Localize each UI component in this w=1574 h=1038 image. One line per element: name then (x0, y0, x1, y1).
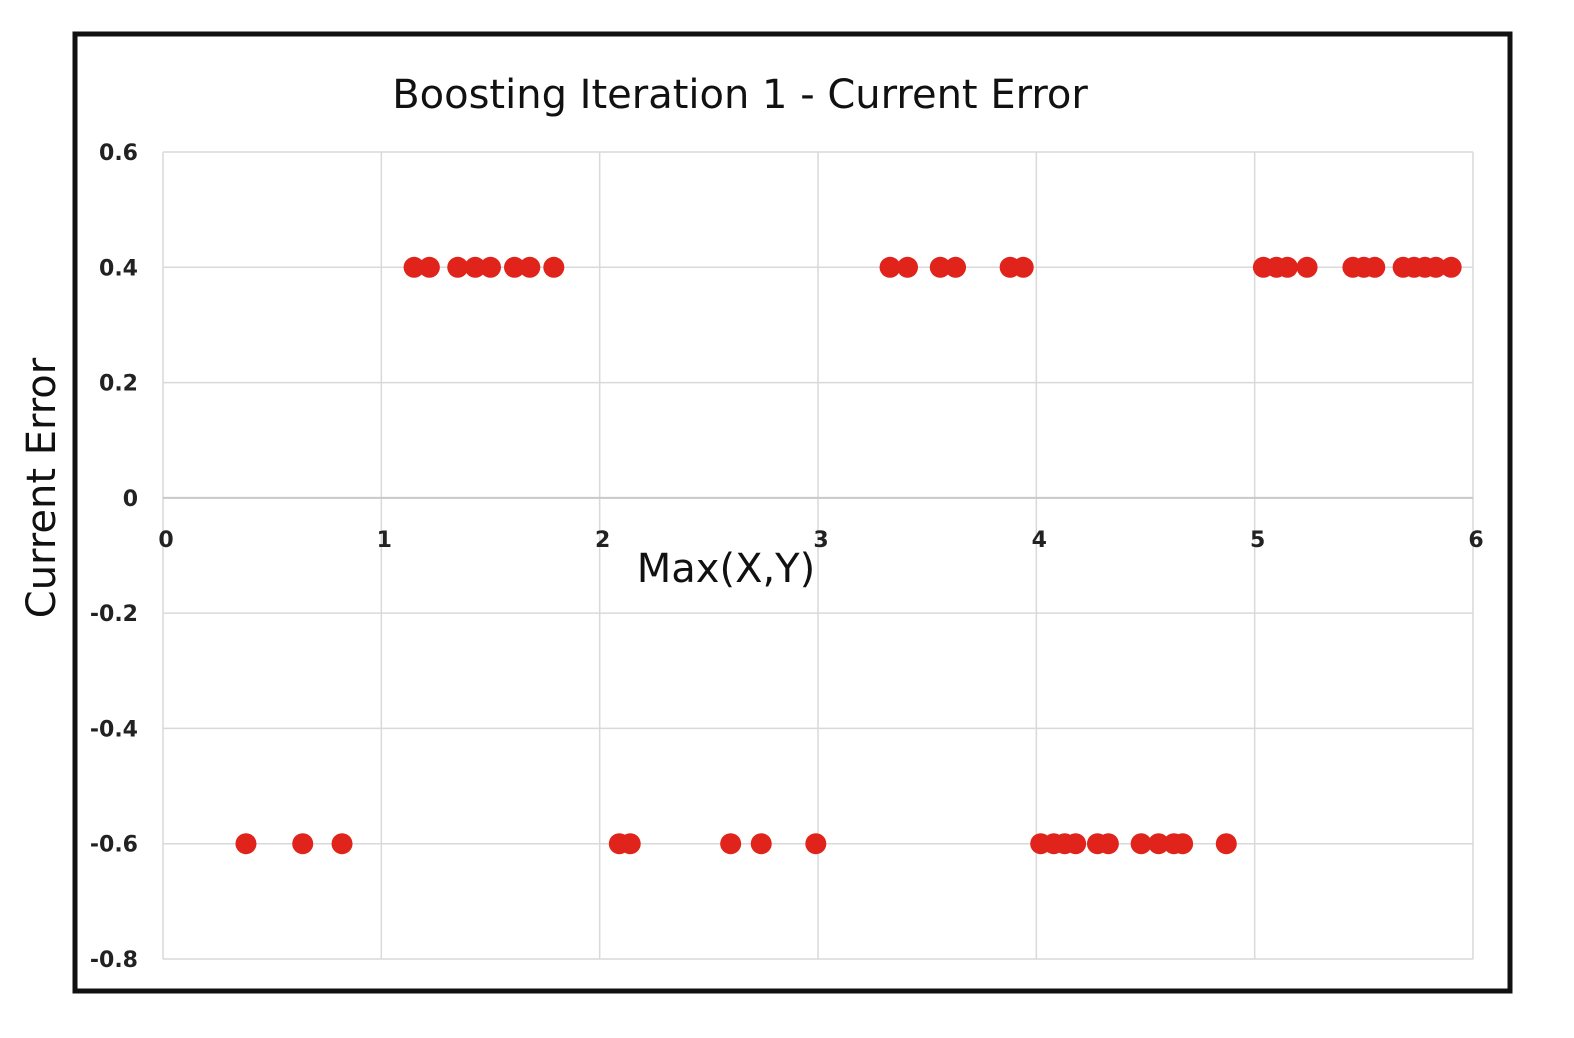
x-tick-label: 0 (158, 528, 173, 553)
data-point (403, 256, 425, 278)
data-point (1172, 833, 1194, 855)
data-point (1012, 256, 1034, 278)
y-tick-label: 0.6 (99, 141, 138, 166)
data-points (235, 256, 1462, 855)
data-point (331, 833, 353, 855)
data-point (720, 833, 742, 855)
x-tick-label: 6 (1468, 528, 1483, 553)
data-point (464, 256, 486, 278)
y-tick-label: 0 (123, 487, 138, 512)
y-axis-label: Current Error (19, 357, 65, 618)
data-point (1065, 833, 1087, 855)
x-tick-label: 1 (377, 528, 392, 553)
tick-labels: 0 1 2 3 4 5 6 0.6 0.4 0.2 0 -0.2 -0.4 -0.6 -0.8 (90, 141, 1484, 973)
x-tick-label: 4 (1032, 528, 1047, 553)
data-point (805, 833, 827, 855)
data-point (750, 833, 772, 855)
data-point (1425, 256, 1447, 278)
data-point (1130, 833, 1152, 855)
data-point (519, 256, 541, 278)
data-point (1276, 256, 1298, 278)
data-point (1364, 256, 1386, 278)
x-tick-label: 2 (595, 528, 610, 553)
x-tick-label: 5 (1250, 528, 1265, 553)
data-point (1148, 833, 1170, 855)
chart-title: Boosting Iteration 1 - Current Error (392, 72, 1088, 118)
y-tick-label: 0.4 (99, 256, 138, 281)
data-point (619, 833, 641, 855)
data-point (418, 256, 440, 278)
y-tick-label: -0.2 (90, 602, 138, 627)
data-point (235, 833, 257, 855)
y-tick-label: -0.6 (90, 833, 138, 858)
data-point (1440, 256, 1462, 278)
data-point (447, 256, 469, 278)
y-tick-label: -0.8 (90, 948, 138, 973)
x-axis-label: Max(X,Y) (637, 546, 815, 592)
data-point (480, 256, 501, 278)
data-point (879, 256, 901, 278)
data-point (1296, 256, 1318, 278)
y-tick-label: 0.2 (99, 372, 138, 397)
chart-frame (72, 31, 1513, 994)
data-point (945, 256, 967, 278)
data-point (543, 256, 565, 278)
data-point (504, 256, 526, 278)
data-point (292, 833, 314, 855)
x-tick-label: 3 (813, 528, 828, 553)
y-tick-label: -0.4 (90, 717, 138, 742)
data-point (897, 256, 919, 278)
data-point (929, 256, 951, 278)
data-point (1215, 833, 1237, 855)
data-point (1097, 833, 1119, 855)
